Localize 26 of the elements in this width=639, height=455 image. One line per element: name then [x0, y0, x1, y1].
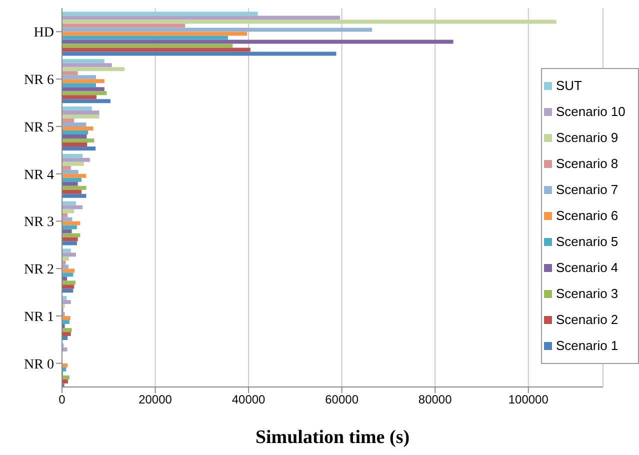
x-tick-label: 80000	[418, 392, 452, 407]
y-tick-label: NR 6	[24, 73, 54, 88]
x-tick-label: 60000	[325, 392, 359, 407]
x-axis-title: Simulation time (s)	[255, 427, 410, 448]
legend-label: Scenario 8	[556, 155, 618, 173]
legend-label: Scenario 5	[556, 233, 618, 251]
legend-label: SUT	[556, 77, 582, 95]
legend-label: Scenario 6	[556, 207, 618, 225]
y-tick-label: NR 2	[24, 262, 54, 278]
x-tick-label: 0	[58, 392, 66, 407]
y-tick-label: NR 1	[24, 310, 54, 325]
legend-label: Scenario 2	[556, 311, 618, 329]
legend-label: Scenario 1	[556, 337, 618, 355]
x-tick-label: 100000	[508, 392, 549, 407]
y-tick-label: NR 0	[24, 357, 54, 372]
legend-label: Scenario 9	[556, 129, 618, 147]
x-tick-label: 40000	[232, 392, 266, 407]
y-tick-label: NR 4	[24, 168, 54, 183]
y-tick-label: HD	[34, 26, 54, 41]
y-tick-label: NR 5	[24, 120, 54, 136]
legend-label: Scenario 7	[556, 181, 618, 199]
legend-label: Scenario 10	[556, 103, 626, 121]
legend-label: Scenario 4	[556, 259, 618, 277]
y-tick-label: NR 3	[24, 215, 54, 230]
x-tick-label: 20000	[138, 392, 172, 407]
legend-label: Scenario 3	[556, 285, 618, 303]
